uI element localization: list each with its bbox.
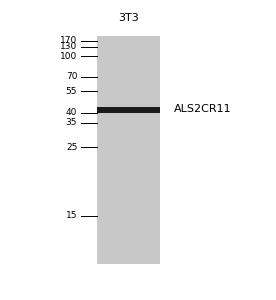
Text: 15: 15 [66,212,77,220]
Bar [97,36,160,264]
Text: 25: 25 [66,142,77,152]
Text: 40: 40 [66,108,77,117]
Text: 170: 170 [60,36,77,45]
Text: 35: 35 [66,118,77,127]
Text: 55: 55 [66,87,77,96]
Text: 130: 130 [60,42,77,51]
Text: 70: 70 [66,72,77,81]
Text: 3T3: 3T3 [118,13,139,23]
Text: ALS2CR11: ALS2CR11 [174,104,232,115]
Bar [97,106,160,112]
Text: 100: 100 [60,52,77,61]
